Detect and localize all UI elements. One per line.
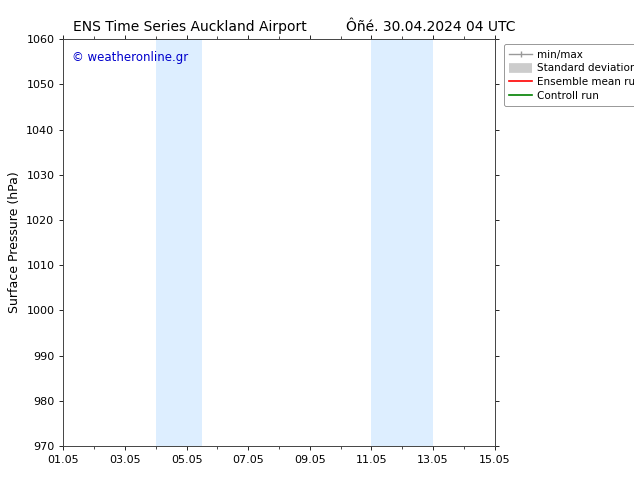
Bar [156,39,202,446]
Text: Ôñé. 30.04.2024 04 UTC: Ôñé. 30.04.2024 04 UTC [346,20,516,34]
Text: ENS Time Series Auckland Airport: ENS Time Series Auckland Airport [74,20,307,34]
Bar [372,39,433,446]
Y-axis label: Surface Pressure (hPa): Surface Pressure (hPa) [8,172,21,314]
Text: © weatheronline.gr: © weatheronline.gr [72,51,188,64]
Legend: min/max, Standard deviation, Ensemble mean run, Controll run: min/max, Standard deviation, Ensemble me… [504,45,634,106]
